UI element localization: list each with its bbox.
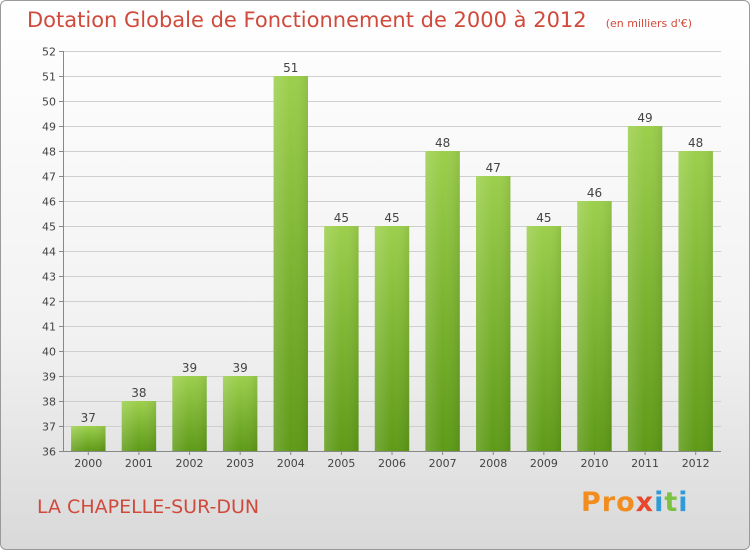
- value-label: 45: [334, 211, 349, 225]
- x-tick-label: 2002: [176, 457, 204, 470]
- y-tick-label: 40: [42, 346, 56, 359]
- y-tick-label: 42: [42, 296, 56, 309]
- bar-shine: [222, 376, 258, 451]
- y-tick-label: 37: [42, 421, 56, 434]
- bars: [71, 76, 713, 451]
- bar-shine: [476, 176, 511, 451]
- y-tick-label: 50: [42, 96, 56, 109]
- y-tick-label: 41: [42, 321, 56, 334]
- value-label: 47: [486, 161, 501, 175]
- title-row: Dotation Globale de Fonctionnement de 20…: [27, 8, 692, 32]
- value-label: 49: [637, 111, 652, 125]
- value-label: 39: [182, 361, 197, 375]
- y-tick-label: 47: [42, 171, 56, 184]
- value-label: 48: [435, 136, 450, 150]
- x-tick-label: 2007: [429, 457, 457, 470]
- bar-shine: [627, 126, 663, 451]
- y-tick-label: 38: [42, 396, 56, 409]
- bar-shine: [172, 376, 207, 451]
- value-label: 38: [131, 386, 146, 400]
- bar-shine: [374, 226, 410, 451]
- labels: 37 38 39 39 51 45 45 48 47 45 46 49 48: [81, 61, 704, 425]
- x-tick-label: 2001: [125, 457, 153, 470]
- value-label: 37: [81, 411, 96, 425]
- y-tick-label: 39: [42, 371, 56, 384]
- bar-shine: [425, 151, 460, 451]
- y-tick-label: 48: [42, 146, 56, 159]
- bar-shine: [577, 201, 612, 451]
- y-tick-label: 36: [42, 446, 56, 459]
- value-label: 46: [587, 186, 602, 200]
- x-tick-label: 2005: [327, 457, 355, 470]
- y-tick-label: 51: [42, 71, 56, 84]
- x-tick-label: 2012: [682, 457, 710, 470]
- x-tick-label: 2003: [226, 457, 254, 470]
- x-tick-label: 2009: [530, 457, 558, 470]
- bar-shine: [121, 401, 157, 451]
- commune-name: LA CHAPELLE-SUR-DUN: [37, 496, 260, 518]
- y-tick-label: 46: [42, 196, 56, 209]
- x-tick-label: 2008: [479, 457, 507, 470]
- bar-shine: [678, 151, 713, 451]
- bar-shine: [324, 226, 359, 451]
- y-tick-label: 44: [42, 246, 56, 259]
- proxiti-logo: Proxiti: [581, 487, 689, 518]
- y-tick-label: 52: [42, 46, 56, 59]
- x-tick-label: 2006: [378, 457, 406, 470]
- x-tick-label: 2010: [580, 457, 608, 470]
- value-label: 51: [283, 61, 298, 75]
- bar-shine: [71, 426, 106, 451]
- value-label: 48: [688, 136, 703, 150]
- x-tick-label: 2004: [277, 457, 305, 470]
- value-label: 45: [384, 211, 399, 225]
- chart-unit: (en milliers d'€): [605, 17, 693, 30]
- x-tick-label: 2000: [74, 457, 102, 470]
- value-label: 45: [536, 211, 551, 225]
- x-tick-label: 2011: [631, 457, 659, 470]
- y-tick-label: 45: [42, 221, 56, 234]
- y-tick-label: 43: [42, 271, 56, 284]
- axes: 36 37 38 39 40 41 42 43 44 45 46 47 48 49 50 51 52 2000 20…: [42, 46, 721, 470]
- bar-shine: [273, 76, 308, 451]
- y-tick-label: 49: [42, 121, 56, 134]
- value-label: 39: [233, 361, 248, 375]
- chart-title: Dotation Globale de Fonctionnement de 20…: [27, 8, 587, 32]
- bar-shine: [526, 226, 562, 451]
